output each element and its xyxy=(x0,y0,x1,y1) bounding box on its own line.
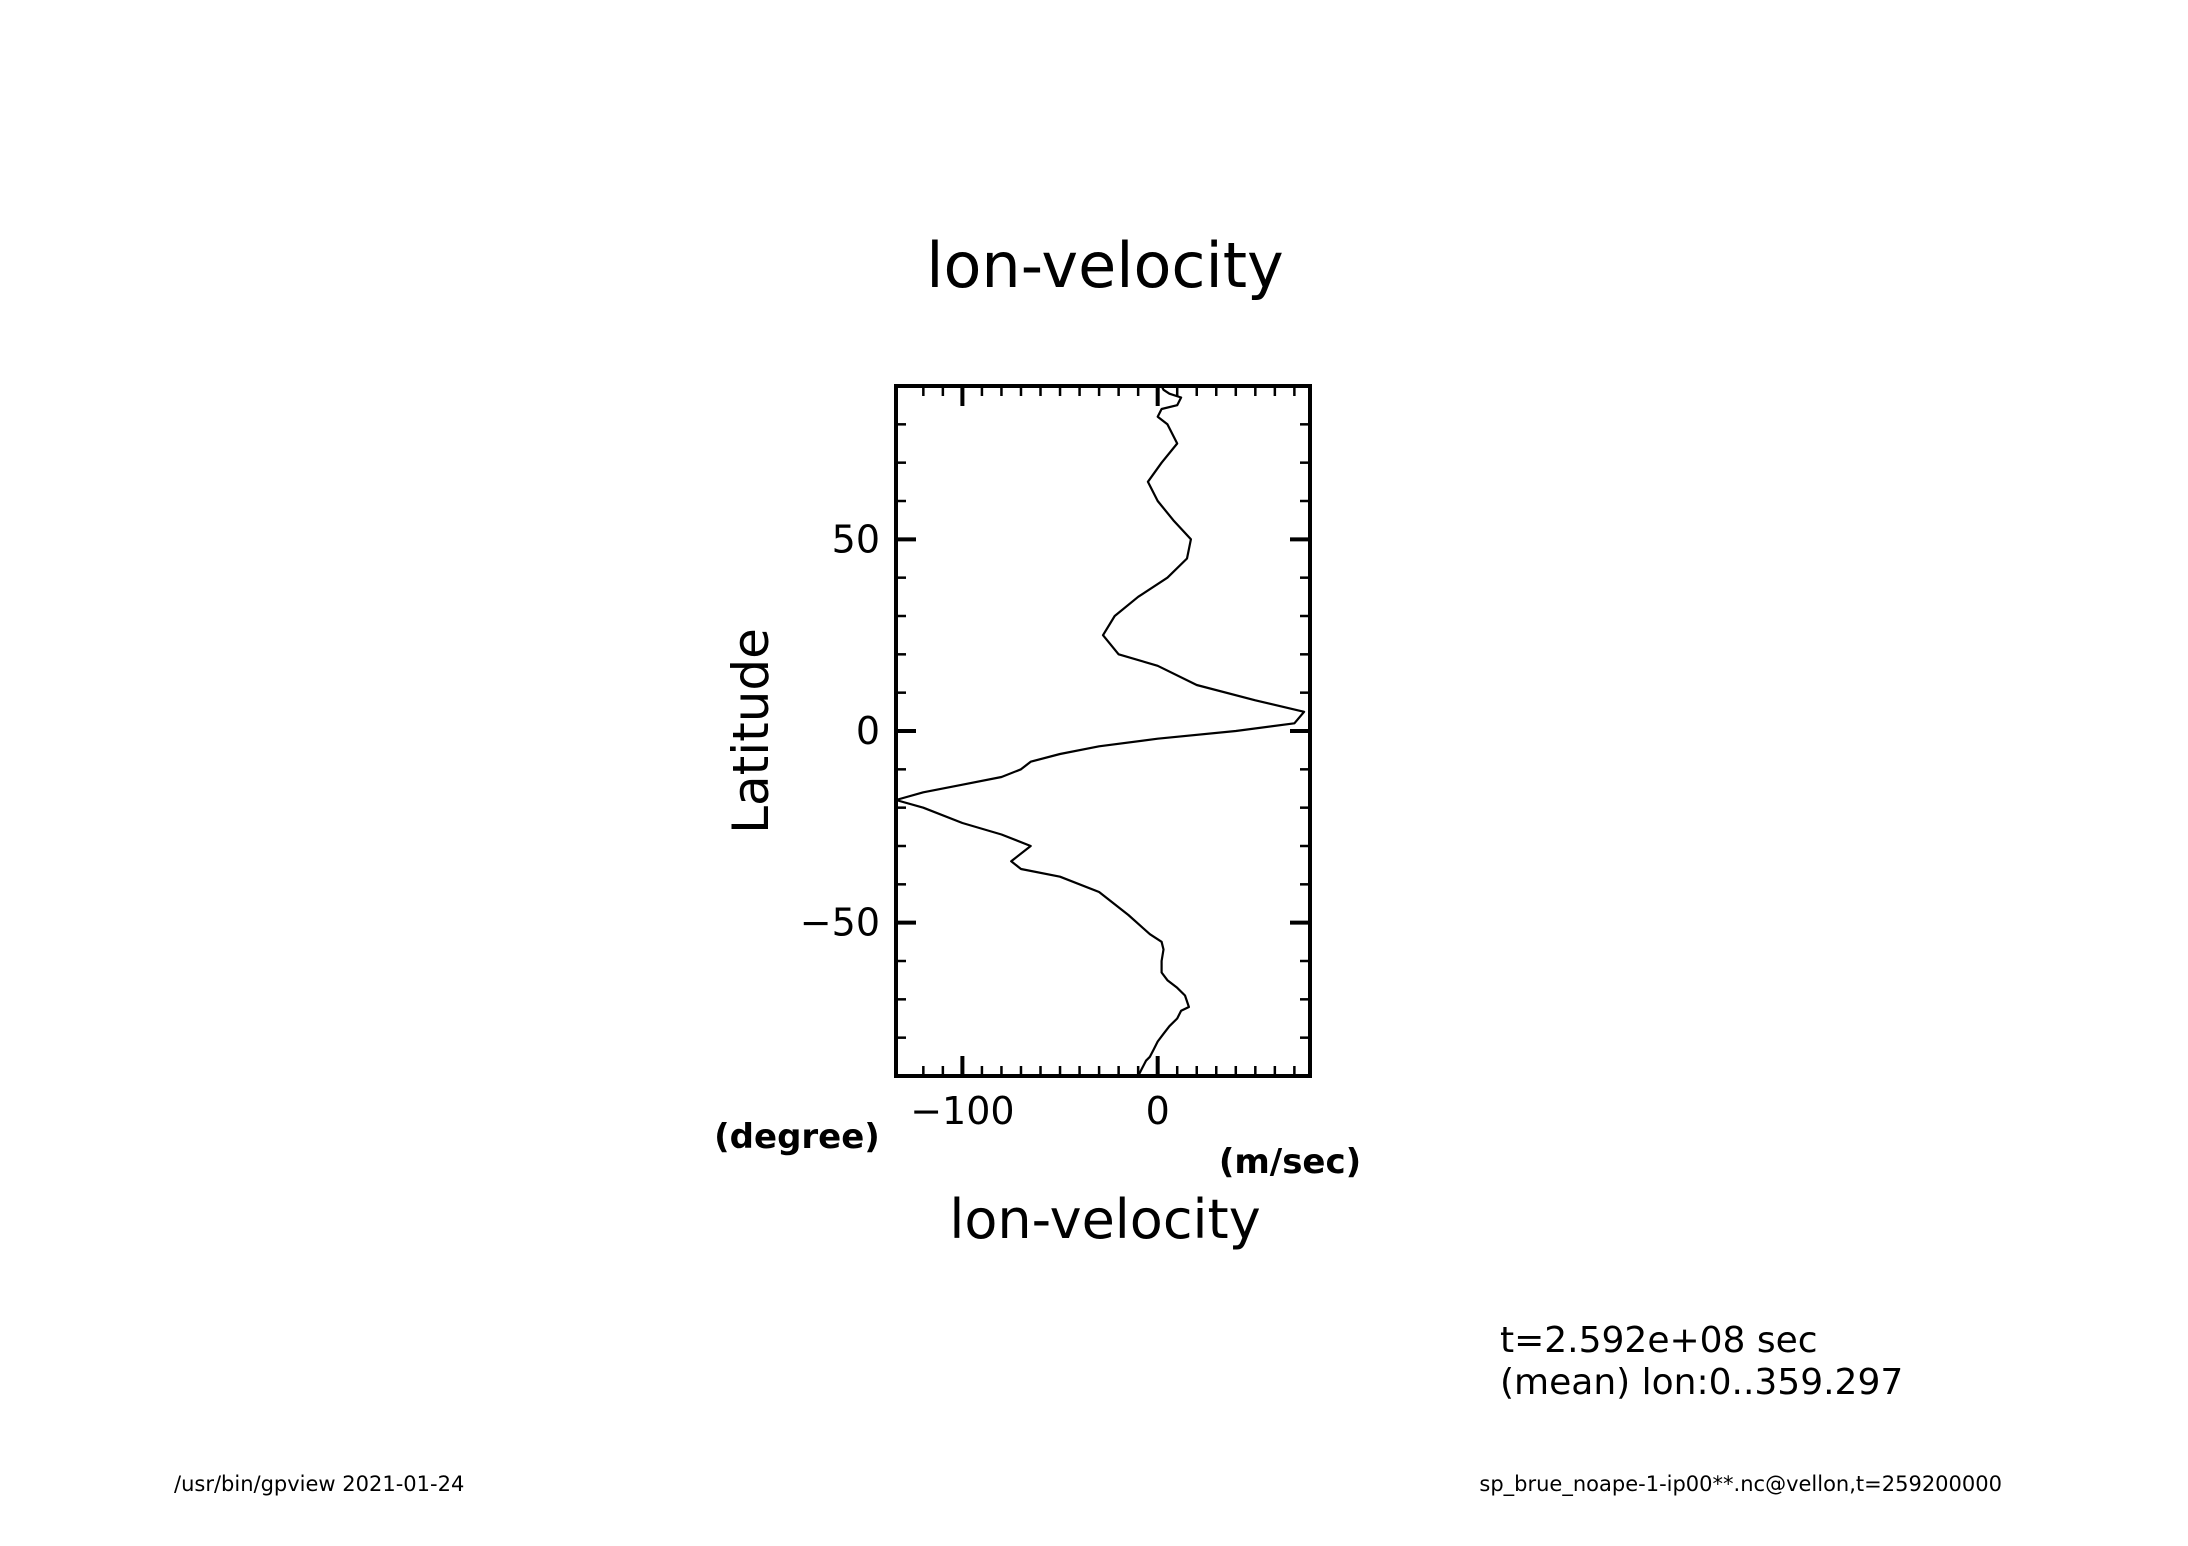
y-tick-label: 50 xyxy=(832,517,880,561)
footer-right: sp_brue_noape-1-ip00**.nc@vellon,t=25920… xyxy=(1479,1472,2002,1497)
footer-left: /usr/bin/gpview 2021-01-24 xyxy=(174,1472,464,1496)
annotation-time: t=2.592e+08 sec xyxy=(1500,1320,1818,1361)
ticks xyxy=(896,386,1310,1076)
y-tick-label: −50 xyxy=(800,901,880,945)
chart-title: lon-velocity xyxy=(926,229,1283,302)
x-axis-units: (m/sec) xyxy=(1219,1142,1361,1182)
x-axis-label: lon-velocity xyxy=(949,1188,1260,1251)
plot-frame xyxy=(894,384,1312,1078)
y-axis-units: (degree) xyxy=(714,1117,880,1157)
x-tick-label: 0 xyxy=(1146,1089,1170,1133)
tick-labels: −100 0 −50 0 50 xyxy=(800,517,1170,1133)
y-axis-label: Latitude xyxy=(722,628,780,834)
y-tick-label: 0 xyxy=(856,709,880,753)
x-tick-label: −100 xyxy=(910,1089,1014,1133)
series-line xyxy=(894,384,1306,1077)
series-layer xyxy=(894,384,1306,1077)
annotation-mean: (mean) lon:0..359.297 xyxy=(1500,1362,1903,1403)
